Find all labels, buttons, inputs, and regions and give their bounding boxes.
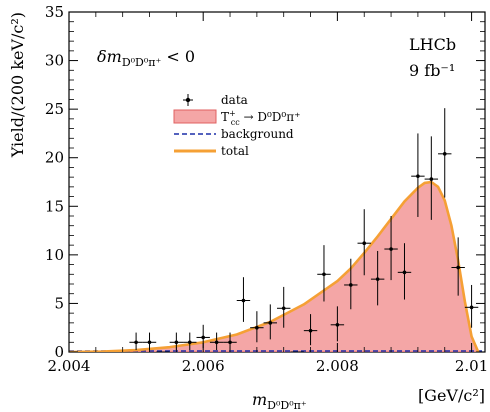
legend-item-data: data bbox=[183, 93, 248, 107]
legend-label-data: data bbox=[221, 93, 248, 107]
x-tick-label: 2.004 bbox=[48, 357, 91, 375]
legend-item-signal: T+ cc → D⁰D⁰π⁺ bbox=[173, 109, 300, 127]
legend-item-total: total bbox=[174, 144, 249, 158]
data-point bbox=[370, 250, 385, 306]
x-tick-label: 2.008 bbox=[316, 357, 359, 375]
y-tick-label: 5 bbox=[54, 294, 64, 312]
legend-label-signal: T+ cc → D⁰D⁰π⁺ bbox=[221, 109, 300, 127]
data-point bbox=[451, 237, 465, 296]
data-point bbox=[330, 306, 345, 342]
x-axis-unit: [GeV/c²] bbox=[418, 386, 485, 405]
x-tick-label: 2.01 bbox=[455, 357, 488, 375]
y-tick-label: 25 bbox=[45, 100, 64, 118]
data-point bbox=[317, 245, 331, 302]
data-point bbox=[263, 304, 277, 340]
data-point bbox=[209, 332, 224, 351]
y-axis-title: Yield/(200 keV/c²) bbox=[8, 12, 27, 158]
x-tick-label: 2.006 bbox=[182, 357, 225, 375]
cut-annotation: δmD⁰D⁰π⁺ < 0 bbox=[97, 47, 195, 69]
legend-item-background: background bbox=[174, 127, 294, 141]
data-point bbox=[438, 108, 452, 198]
x-axis-title: mD⁰D⁰π⁺ bbox=[252, 390, 307, 412]
luminosity-label: 9 fb⁻¹ bbox=[409, 61, 455, 80]
data-point bbox=[357, 209, 371, 276]
y-tick-label: 30 bbox=[45, 52, 64, 70]
data-point bbox=[397, 243, 412, 300]
data-point bbox=[384, 216, 398, 281]
y-tick-label: 0 bbox=[54, 343, 64, 361]
signal-area bbox=[69, 181, 479, 352]
data-point bbox=[277, 286, 291, 328]
total-line bbox=[69, 180, 480, 352]
y-tick-label: 15 bbox=[45, 197, 64, 215]
legend-label-total: total bbox=[221, 144, 249, 158]
total-layer bbox=[69, 180, 480, 352]
data-point bbox=[303, 314, 318, 346]
data-point bbox=[129, 332, 143, 351]
legend: data T+ cc → D⁰D⁰π⁺ background total bbox=[173, 93, 300, 158]
data-point bbox=[236, 277, 251, 322]
data-point bbox=[464, 284, 479, 328]
y-axis-ticks: 0 5 10 15 20 25 30 35 bbox=[45, 3, 485, 361]
signal-fill-layer bbox=[69, 181, 479, 352]
legend-label-background: background bbox=[221, 127, 294, 141]
y-tick-label: 35 bbox=[45, 3, 64, 21]
data-point bbox=[344, 258, 358, 310]
data-point bbox=[183, 332, 197, 351]
y-tick-label: 10 bbox=[45, 246, 64, 264]
x-axis-ticks: 2.004 2.006 2.008 2.01 bbox=[48, 12, 488, 375]
data-point bbox=[411, 133, 425, 217]
y-tick-label: 20 bbox=[45, 149, 64, 167]
data-point bbox=[424, 136, 439, 220]
data-point bbox=[250, 311, 264, 343]
experiment-label: LHCb bbox=[409, 35, 456, 54]
